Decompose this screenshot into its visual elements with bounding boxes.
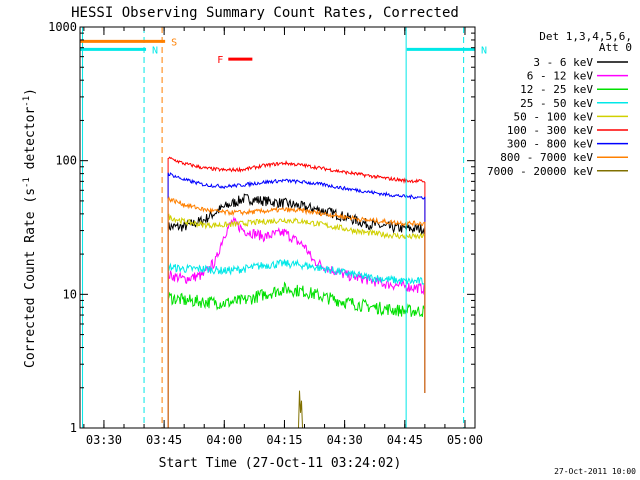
plot-frame bbox=[79, 26, 476, 429]
legend-entry-label: 50 - 100 keV bbox=[514, 110, 594, 123]
series-line bbox=[167, 193, 426, 428]
legend-entry-label: 12 - 25 keV bbox=[520, 83, 593, 96]
legend-entry-label: 800 - 7000 keV bbox=[500, 151, 593, 164]
x-tick-label: 04:00 bbox=[206, 433, 242, 447]
y-tick-label: 100 bbox=[55, 154, 77, 168]
series-line bbox=[167, 172, 426, 428]
flag-label: N bbox=[152, 45, 158, 56]
x-tick-label: 04:15 bbox=[266, 433, 302, 447]
series-line bbox=[167, 216, 426, 428]
x-axis: 03:30 03:45 04:00 04:15 04:30 04:45 05:00 bbox=[83, 27, 483, 447]
series-line bbox=[167, 213, 426, 428]
legend-header-line2: Att 0 bbox=[599, 41, 632, 54]
legend-entry-label: 7000 - 20000 keV bbox=[487, 165, 593, 178]
flag-label: S bbox=[171, 37, 177, 48]
y-axis: 1 10 100 1000 bbox=[48, 20, 475, 435]
x-tick-label: 03:30 bbox=[86, 433, 122, 447]
legend-entry-label: 3 - 6 keV bbox=[533, 56, 593, 69]
flag-label: N bbox=[481, 45, 487, 56]
y-tick-label: 1000 bbox=[48, 20, 77, 34]
legend-entry-label: 6 - 12 keV bbox=[527, 70, 594, 83]
legend-entry-label: 25 - 50 keV bbox=[520, 97, 593, 110]
x-tick-label: 04:45 bbox=[387, 433, 423, 447]
x-tick-label: 05:00 bbox=[447, 433, 483, 447]
x-tick-label: 03:45 bbox=[146, 433, 182, 447]
series-line bbox=[167, 281, 426, 428]
series-line bbox=[167, 156, 426, 428]
x-tick-label: 04:30 bbox=[327, 433, 363, 447]
series-line bbox=[167, 258, 426, 428]
y-tick-label: 1 bbox=[70, 421, 77, 435]
chart-title: HESSI Observing Summary Count Rates, Cor… bbox=[71, 5, 459, 21]
legend-entry-label: 300 - 800 keV bbox=[507, 138, 593, 151]
flag-marker-layer: S N N F bbox=[80, 27, 487, 428]
series-line bbox=[298, 390, 303, 429]
y-tick-label: 10 bbox=[63, 287, 77, 301]
flag-label: F bbox=[217, 55, 223, 66]
legend-header-line1: Det 1,3,4,5,6, bbox=[539, 30, 632, 43]
series-line bbox=[167, 196, 426, 428]
y-axis-label: Corrected Count Rate (s-1 detector-1) bbox=[22, 88, 38, 368]
legend-entry-label: 100 - 300 keV bbox=[507, 124, 593, 137]
x-axis-label: Start Time (27-Oct-11 03:24:02) bbox=[159, 456, 402, 471]
series-layer bbox=[167, 156, 426, 429]
footer-timestamp: 27-Oct-2011 10:00 bbox=[554, 467, 636, 476]
